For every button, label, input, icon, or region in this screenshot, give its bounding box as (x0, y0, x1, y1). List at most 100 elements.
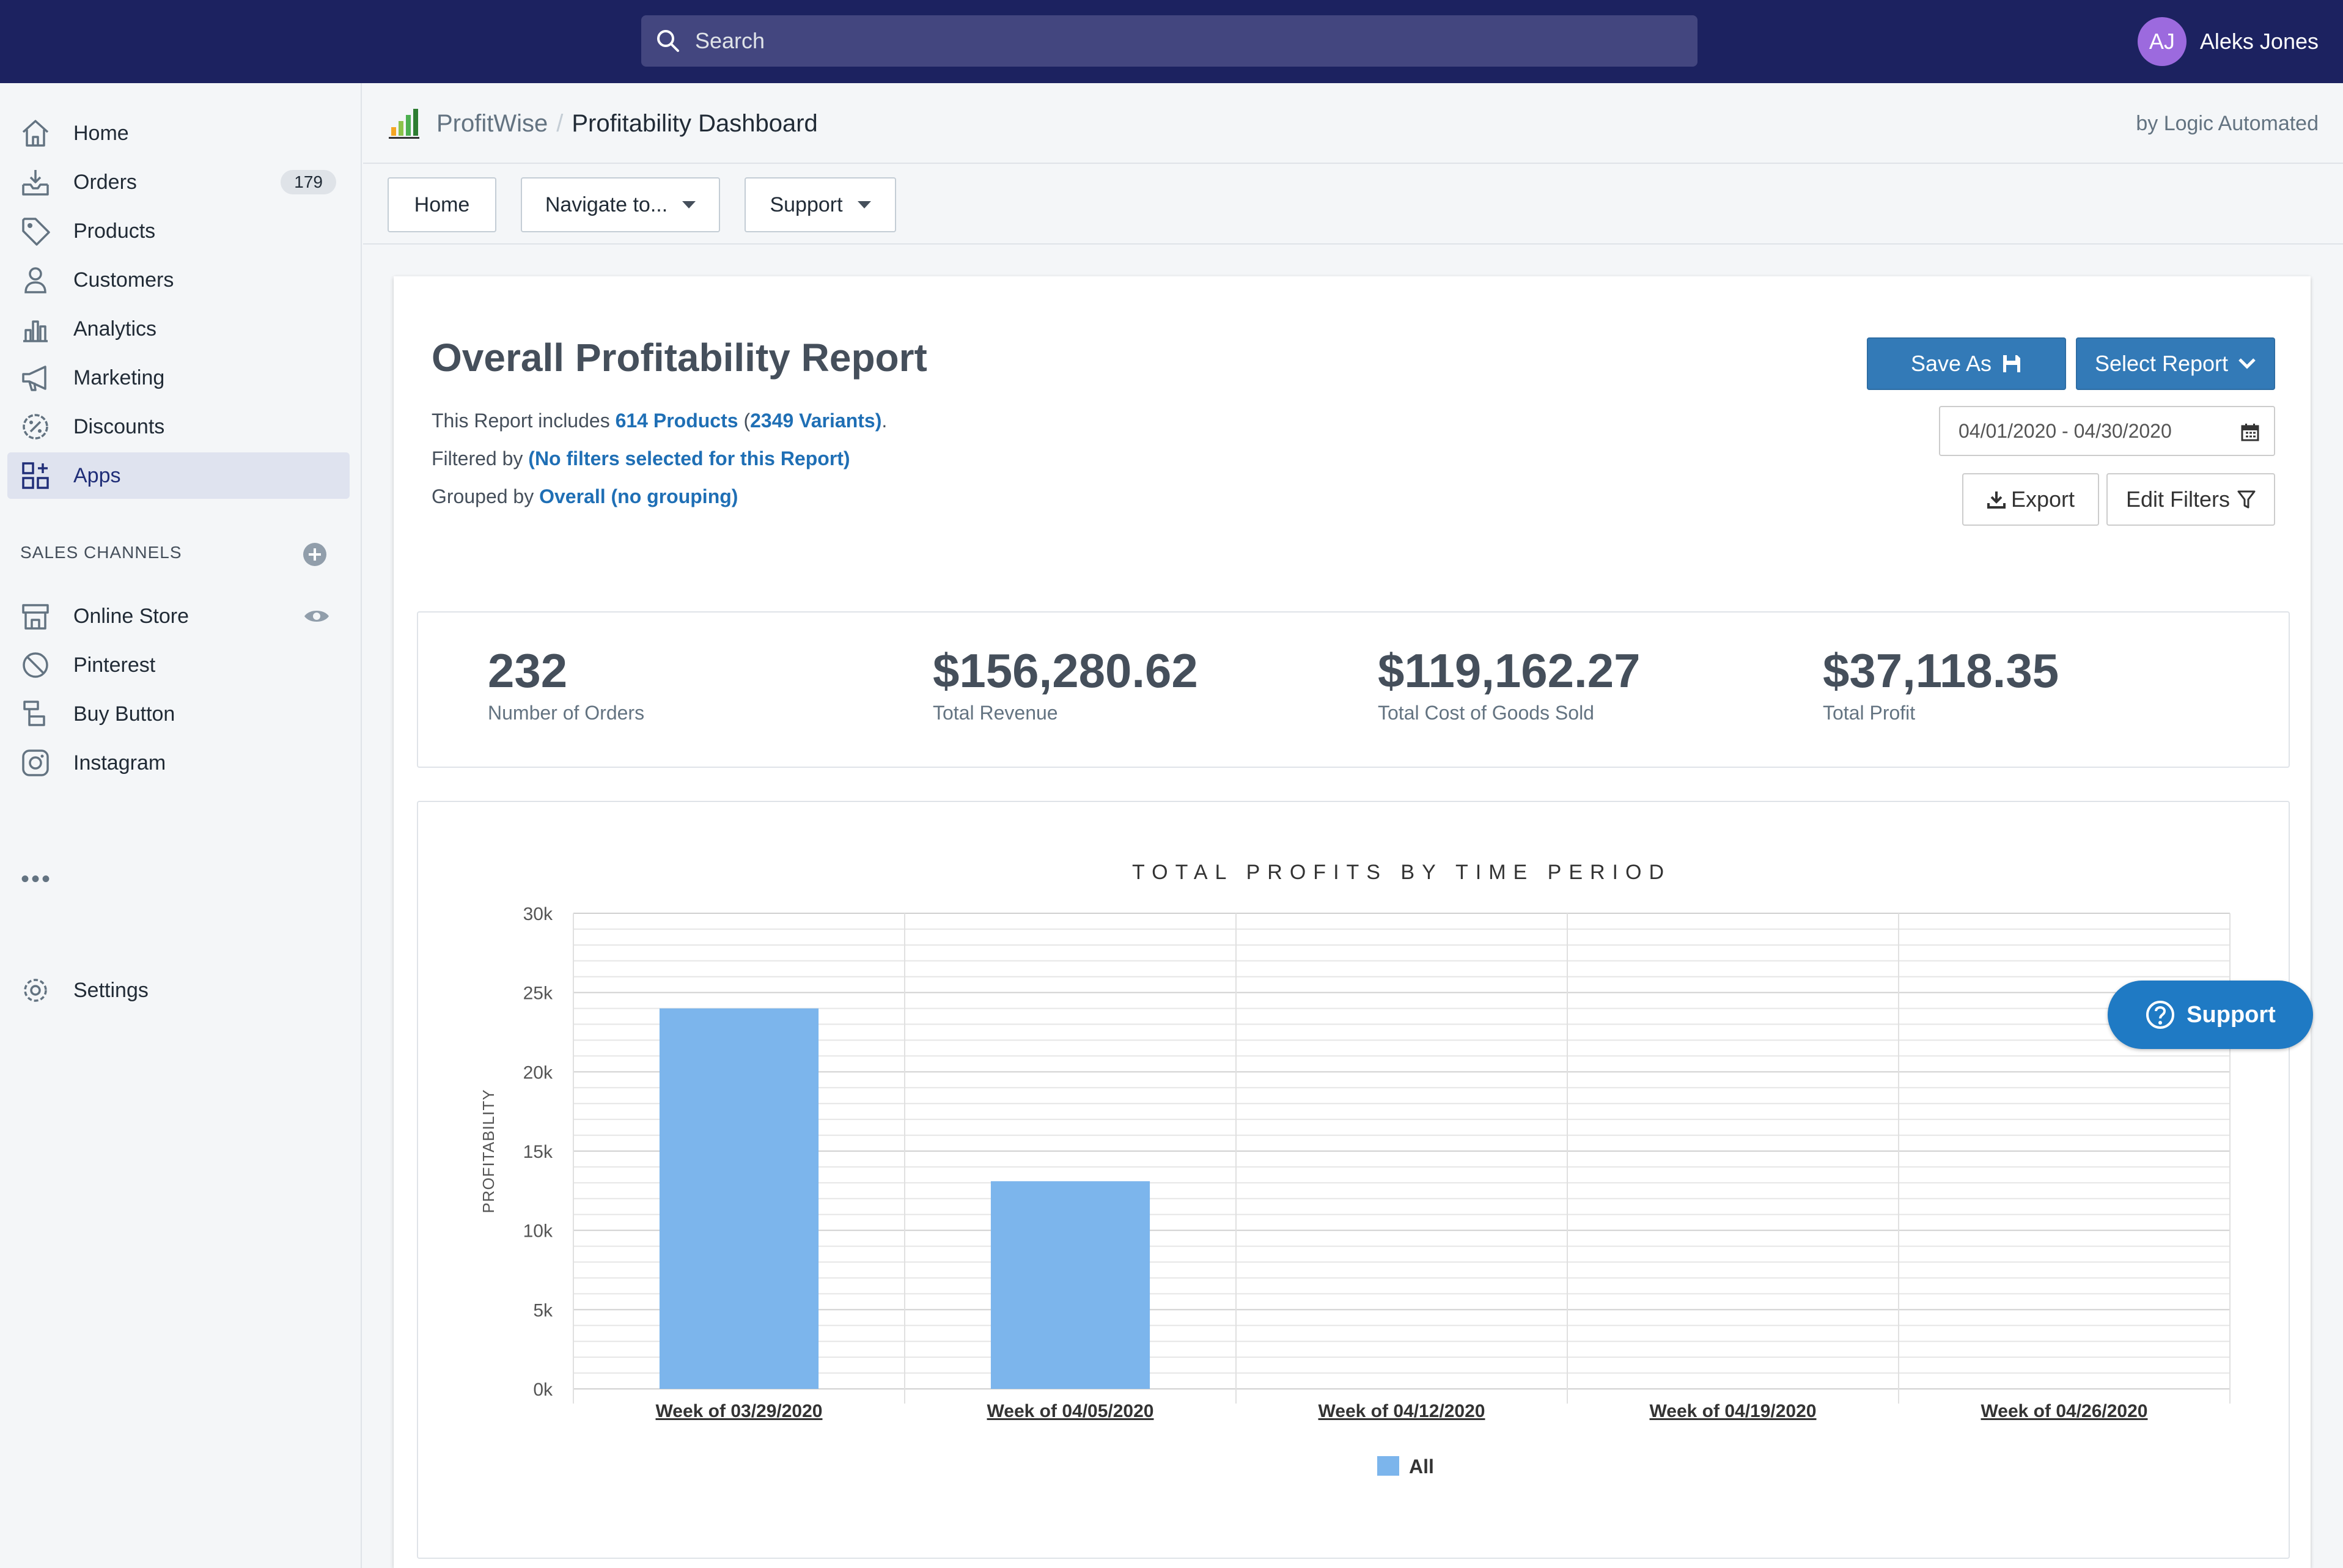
select-report-label: Select Report (2094, 351, 2229, 376)
x-tick-label[interactable]: Week of 04/12/2020 (1319, 1401, 1485, 1421)
y-tick-label: 0k (533, 1380, 553, 1400)
page-title: Profitability Dashboard (572, 110, 818, 137)
export-label: Export (2010, 487, 2075, 512)
y-tick-label: 5k (533, 1300, 553, 1320)
save-as-button[interactable]: Save As (1867, 337, 2066, 390)
buy-button-icon (17, 697, 54, 731)
sidebar-item-label: Instagram (73, 751, 166, 775)
top-bar: Search AJ Aleks Jones (0, 0, 2343, 83)
chart-panel: TOTAL PROFITS BY TIME PERIOD 0k 5k 10k 15k 20… (417, 801, 2290, 1559)
save-as-label: Save As (1910, 351, 1992, 376)
breadcrumb-app[interactable]: ProfitWise (436, 110, 548, 137)
sidebar-item-apps[interactable]: Apps (7, 452, 350, 499)
sidebar-item-label: Discounts (73, 414, 165, 438)
sidebar-item-online-store[interactable]: Online Store (7, 593, 350, 639)
eye-icon[interactable] (303, 606, 330, 626)
edit-filters-label: Edit Filters (2125, 487, 2231, 512)
y-tick-label: 15k (523, 1142, 553, 1162)
sidebar-item-home[interactable]: Home (7, 110, 350, 156)
sidebar-item-products[interactable]: Products (7, 208, 350, 254)
stat-value: 232 (488, 644, 568, 698)
x-tick-label[interactable]: Week of 04/05/2020 (987, 1401, 1154, 1421)
sidebar-item-label: Settings (73, 978, 149, 1002)
floating-support-label: Support (2187, 1001, 2276, 1028)
search-input[interactable]: Search (641, 15, 1697, 67)
more-channels-button[interactable]: ••• (21, 866, 53, 893)
bar (659, 1008, 819, 1389)
x-tick-label[interactable]: Week of 03/29/2020 (656, 1401, 823, 1421)
period: . (881, 410, 888, 432)
stat-orders: 232 Number of Orders (488, 644, 644, 724)
x-tick-label[interactable]: Week of 04/19/2020 (1650, 1401, 1817, 1421)
tag-icon (17, 214, 54, 248)
store-icon (17, 599, 54, 633)
search-icon (657, 30, 679, 52)
sidebar-item-customers[interactable]: Customers (7, 257, 350, 303)
products-link[interactable]: 614 Products (615, 410, 738, 432)
stat-label: Total Cost of Goods Sold (1378, 702, 1594, 724)
report-filtered-line: Filtered by (No filters selected for thi… (432, 447, 850, 470)
sidebar-item-label: Analytics (73, 317, 157, 340)
stat-value: $156,280.62 (933, 644, 1198, 698)
stat-revenue: $156,280.62 Total Revenue (933, 644, 1198, 724)
y-tick-label: 30k (523, 904, 553, 924)
navigate-to-label: Navigate to... (545, 193, 668, 216)
sidebar: Home Orders 179 Products Customers Analy… (0, 83, 362, 1568)
filters-link[interactable]: (No filters selected for this Report) (528, 447, 850, 469)
bar-chart-icon (17, 312, 54, 346)
user-name[interactable]: Aleks Jones (2199, 29, 2319, 54)
variants-link[interactable]: 2349 Variants) (750, 410, 882, 432)
y-tick-label: 20k (523, 1062, 553, 1083)
search-placeholder: Search (695, 28, 765, 53)
y-tick-label: 25k (523, 984, 553, 1004)
floating-support-button[interactable]: Support (2108, 981, 2313, 1049)
sidebar-item-marketing[interactable]: Marketing (7, 355, 350, 401)
add-channel-icon[interactable] (302, 542, 328, 567)
sidebar-item-label: Online Store (73, 604, 189, 628)
grouping-link[interactable]: Overall (no grouping) (539, 485, 738, 507)
report-grouped-line: Grouped by Overall (no grouping) (432, 485, 738, 508)
sidebar-item-instagram[interactable]: Instagram (7, 740, 350, 786)
sidebar-item-orders[interactable]: Orders 179 (7, 159, 350, 205)
navigate-to-dropdown[interactable]: Navigate to... (521, 177, 720, 232)
app-header: ProfitWise / Profitability Dashboard by Lo… (363, 83, 2343, 164)
breadcrumb: ProfitWise / Profitability Dashboard (436, 83, 818, 164)
date-range-picker[interactable]: 04/01/2020 - 04/30/2020 (1939, 406, 2275, 456)
date-range-value: 04/01/2020 - 04/30/2020 (1959, 419, 2172, 442)
sidebar-item-label: Orders (73, 170, 137, 194)
sidebar-item-label: Marketing (73, 366, 165, 389)
select-report-button[interactable]: Select Report (2076, 337, 2275, 390)
floppy-disk-icon (2003, 355, 2021, 372)
stat-label: Total Revenue (933, 702, 1058, 724)
sidebar-item-analytics[interactable]: Analytics (7, 306, 350, 352)
export-button[interactable]: Export (1962, 473, 2099, 526)
stat-label: Total Profit (1823, 702, 1916, 724)
grouped-prefix: Grouped by (432, 485, 540, 507)
sidebar-item-pinterest[interactable]: Pinterest (7, 642, 350, 688)
stat-cogs: $119,162.27 Total Cost of Goods Sold (1378, 644, 1640, 724)
sidebar-item-buy-button[interactable]: Buy Button (7, 691, 350, 737)
orders-count-badge: 179 (281, 170, 336, 194)
support-dropdown[interactable]: Support (745, 177, 896, 232)
filter-icon (2237, 490, 2256, 509)
home-icon (17, 116, 54, 150)
user-menu[interactable]: AJ Aleks Jones (2137, 17, 2319, 66)
developer-byline: by Logic Automated (2136, 112, 2319, 135)
edit-filters-button[interactable]: Edit Filters (2106, 473, 2275, 526)
download-icon (1987, 491, 2006, 509)
report-includes-line: This Report includes 614 Products (2349 … (432, 410, 887, 432)
sidebar-item-label: Buy Button (73, 702, 175, 726)
avatar[interactable]: AJ (2137, 17, 2187, 66)
sidebar-item-label: Apps (73, 463, 121, 487)
sidebar-item-settings[interactable]: Settings (7, 967, 350, 1014)
caret-down-icon (857, 201, 871, 208)
sales-channels-heading: SALES CHANNELS (20, 543, 182, 562)
x-tick-label[interactable]: Week of 04/26/2020 (1981, 1401, 2148, 1421)
discount-icon (17, 410, 54, 444)
sidebar-item-label: Home (73, 121, 129, 145)
megaphone-icon (17, 361, 54, 395)
legend-swatch (1377, 1456, 1399, 1476)
home-button[interactable]: Home (388, 177, 496, 232)
sidebar-item-label: Pinterest (73, 653, 156, 677)
sidebar-item-discounts[interactable]: Discounts (7, 403, 350, 450)
